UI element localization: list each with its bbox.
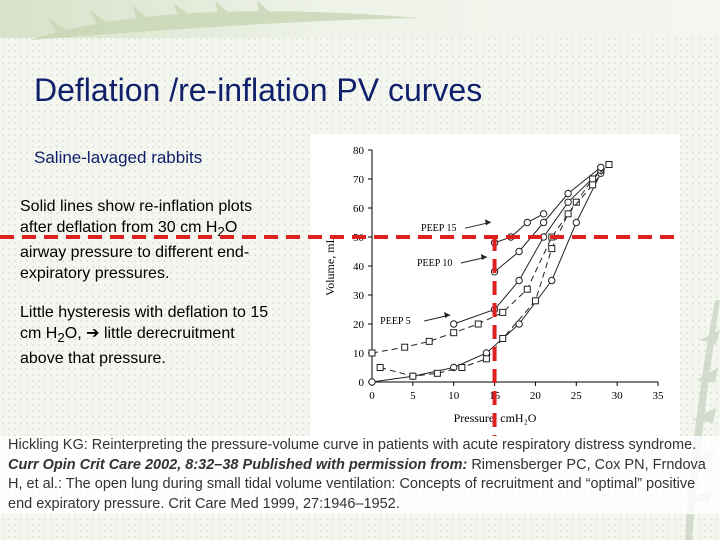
text-line: expiratory pressures. xyxy=(20,265,170,283)
y-tick-label: 60 xyxy=(353,203,365,215)
data-point xyxy=(499,308,507,316)
slide-title: Deflation /re-inflation PV curves xyxy=(34,72,483,108)
citation-source: Rimensberger PC, Cox PN, Frndova H, et a… xyxy=(8,456,706,512)
y-tick-label: 70 xyxy=(353,174,365,186)
data-point xyxy=(564,198,572,206)
fern-decoration-top xyxy=(30,1,420,40)
data-point xyxy=(523,285,531,293)
data-point xyxy=(564,210,572,218)
data-point xyxy=(433,369,441,377)
data-point xyxy=(474,320,482,328)
text-line: O, xyxy=(64,325,87,342)
y-tick-label: 40 xyxy=(353,261,365,273)
x-tick-label: 5 xyxy=(410,390,416,402)
data-point xyxy=(368,349,376,357)
data-point xyxy=(368,378,376,386)
data-point xyxy=(376,364,384,371)
data-point xyxy=(572,218,580,227)
data-point xyxy=(515,276,523,285)
data-point xyxy=(597,163,605,172)
y-tick-label: 30 xyxy=(353,290,365,302)
data-point xyxy=(589,175,597,183)
data-point xyxy=(539,218,548,227)
arrow-icon: ➔ xyxy=(86,325,100,342)
data-point xyxy=(450,320,458,328)
y-tick-label: 80 xyxy=(353,145,365,157)
citation: Hickling KG: Reinterpreting the pressure… xyxy=(0,436,720,514)
subscript: 2 xyxy=(57,330,65,346)
annotation-label: PEEP 15 xyxy=(421,223,456,234)
annotation-arrowhead xyxy=(485,219,492,226)
x-tick-label: 20 xyxy=(530,390,542,402)
paragraph-reinflation: Solid lines show re-inflation plots afte… xyxy=(20,196,310,284)
data-point xyxy=(409,372,417,380)
data-point xyxy=(548,276,556,285)
text-line: O xyxy=(224,219,238,236)
data-point xyxy=(564,189,572,198)
data-point xyxy=(482,355,490,363)
text-line: above that pressure. xyxy=(20,350,166,368)
paragraph-hysteresis: Little hysteresis with deflation to 15 c… xyxy=(20,302,310,369)
x-tick-label: 35 xyxy=(653,390,665,402)
y-tick-label: 10 xyxy=(353,348,365,360)
data-point xyxy=(548,245,556,253)
series-line-3 xyxy=(494,213,544,244)
text-line: Little hysteresis with deflation to 15 xyxy=(20,304,269,321)
data-point xyxy=(450,363,458,372)
data-point xyxy=(605,161,613,168)
data-point xyxy=(572,198,580,206)
text-line: little derecruitment xyxy=(99,325,235,342)
pv-curve-chart: 0102030405060708005101520253035Pressure,… xyxy=(0,134,680,436)
x-tick-label: 0 xyxy=(369,390,375,402)
subscript: 2 xyxy=(217,224,225,240)
data-point xyxy=(499,335,507,342)
annotation-label: PEEP 5 xyxy=(380,316,410,327)
series-line-4 xyxy=(371,164,610,354)
data-point xyxy=(401,343,409,351)
data-point xyxy=(515,320,523,328)
data-point xyxy=(531,297,539,305)
citation-text: Hickling KG: Reinterpreting the pressure… xyxy=(8,437,697,453)
text-line: Solid lines show re-inflation plots xyxy=(20,198,253,215)
data-point xyxy=(589,181,597,189)
x-tick-label: 25 xyxy=(571,390,583,402)
x-tick-label: 30 xyxy=(612,390,624,402)
text-line: after deflation from 30 cm H xyxy=(20,219,218,236)
data-point xyxy=(515,247,523,256)
y-axis-label: Volume, mL xyxy=(323,236,337,296)
text-line: airway pressure to different end- xyxy=(20,244,250,262)
data-point xyxy=(523,218,531,227)
annotation-arrowhead xyxy=(480,254,487,260)
citation-journal: Curr Opin Crit Care 2002, 8:32–38 Publis… xyxy=(8,456,468,473)
data-point xyxy=(539,210,548,218)
annotation-label: PEEP 10 xyxy=(417,258,452,269)
data-point xyxy=(458,364,466,371)
data-point xyxy=(450,329,458,337)
text-line: cm H xyxy=(20,325,58,342)
annotation-arrowhead xyxy=(444,312,451,318)
slide-subtitle: Saline-lavaged rabbits xyxy=(34,148,203,167)
series-line-1 xyxy=(453,169,602,325)
y-tick-label: 20 xyxy=(353,319,365,331)
y-tick-label: 0 xyxy=(359,377,365,389)
x-tick-label: 10 xyxy=(448,390,460,402)
data-point xyxy=(425,337,433,345)
